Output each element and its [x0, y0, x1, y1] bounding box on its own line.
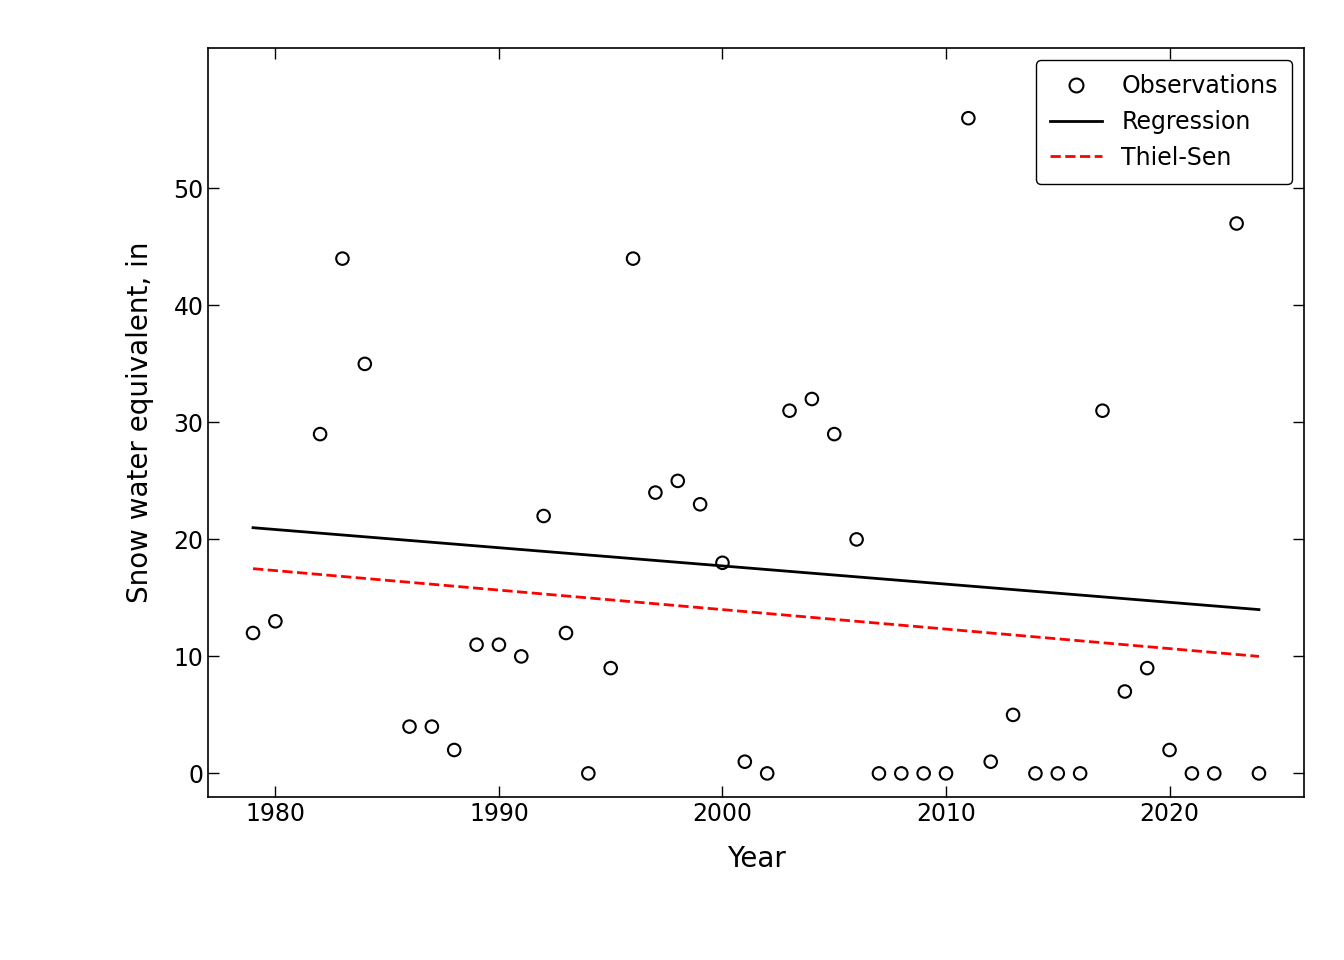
Point — [1003, 708, 1024, 723]
Point — [332, 251, 353, 266]
Legend: Observations, Regression, Thiel-Sen: Observations, Regression, Thiel-Sen — [1036, 60, 1292, 183]
Point — [1091, 403, 1113, 419]
Point — [1181, 766, 1203, 781]
Point — [1226, 216, 1247, 231]
Point — [891, 766, 913, 781]
Point — [353, 356, 375, 372]
Point — [599, 660, 621, 676]
Point — [868, 766, 890, 781]
Point — [511, 649, 532, 664]
Point — [1203, 766, 1224, 781]
X-axis label: Year: Year — [727, 845, 785, 873]
Point — [824, 426, 845, 442]
Point — [578, 766, 599, 781]
Point — [958, 110, 980, 126]
Point — [1070, 766, 1091, 781]
Point — [1024, 766, 1046, 781]
Point — [935, 766, 957, 781]
Point — [689, 496, 711, 512]
Point — [667, 473, 688, 489]
Point — [845, 532, 867, 547]
Point — [622, 251, 644, 266]
Point — [778, 403, 800, 419]
Y-axis label: Snow water equivalent, in: Snow water equivalent, in — [126, 242, 153, 603]
Point — [488, 637, 509, 653]
Point — [1047, 766, 1068, 781]
Point — [309, 426, 331, 442]
Point — [913, 766, 934, 781]
Point — [757, 766, 778, 781]
Point — [712, 555, 734, 570]
Point — [980, 754, 1001, 769]
Point — [1159, 742, 1180, 757]
Point — [645, 485, 667, 500]
Point — [399, 719, 421, 734]
Point — [1114, 684, 1136, 699]
Point — [734, 754, 755, 769]
Point — [801, 392, 823, 407]
Point — [421, 719, 442, 734]
Point — [466, 637, 488, 653]
Point — [444, 742, 465, 757]
Point — [555, 625, 577, 640]
Point — [265, 613, 286, 629]
Point — [242, 625, 263, 640]
Point — [1249, 766, 1270, 781]
Point — [1137, 660, 1159, 676]
Point — [532, 509, 554, 524]
